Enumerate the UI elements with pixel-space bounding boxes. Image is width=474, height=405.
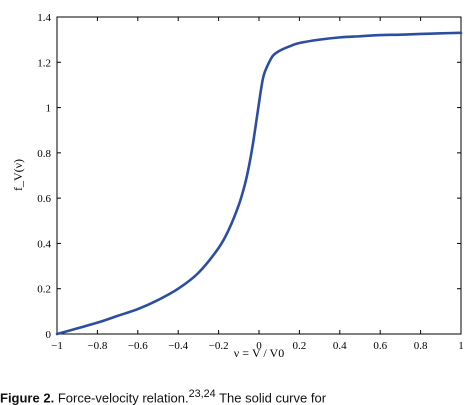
chart: −1 −0.8 −0.6 −0.4 −0.2 0 0.2 0.4 0.6 0.8 1 0 0.2 0.4… — [11, 12, 464, 360]
x-tick-label: −0.4 — [168, 340, 188, 352]
caption-ref: 23,24 — [188, 388, 216, 400]
y-tick-label: 1 — [46, 103, 52, 115]
y-tick-label: 1.2 — [37, 57, 51, 69]
x-tick-label: 0.2 — [293, 340, 307, 352]
y-tick-label: 0.2 — [37, 284, 51, 296]
x-tick-label: 0 — [256, 340, 262, 352]
x-tick-label: 0.4 — [333, 340, 347, 352]
x-tick-label: −0.8 — [87, 340, 107, 352]
caption-text: Force-velocity relation. — [57, 390, 189, 405]
x-tick-label: −1 — [51, 340, 63, 352]
figure-caption: Figure 2. Force-velocity relation.23,24 … — [0, 388, 474, 405]
x-axis-ticks: −1 −0.8 −0.6 −0.4 −0.2 0 0.2 0.4 0.6 0.8 1 — [51, 17, 464, 352]
data-line — [55, 31, 463, 336]
y-tick-label: 0.6 — [37, 193, 51, 205]
x-tick-label: 0.8 — [414, 340, 428, 352]
y-tick-label: 0 — [46, 329, 52, 341]
y-tick-label: 1.4 — [37, 12, 51, 24]
caption-label: Figure 2. — [0, 390, 55, 405]
x-tick-label: −0.6 — [128, 340, 148, 352]
x-tick-label: 0.6 — [373, 340, 387, 352]
x-axis-label: ν = V / V0 — [234, 346, 284, 360]
plot-area — [56, 16, 462, 335]
x-tick-label: 1 — [458, 340, 464, 352]
y-axis-label: f_V(ν) — [11, 159, 25, 191]
y-tick-label: 0.8 — [37, 148, 51, 160]
caption-rest: The solid curve for — [219, 390, 327, 405]
y-axis-ticks: 0 0.2 0.4 0.6 0.8 1 1.2 1.4 — [37, 12, 461, 341]
x-tick-label: −0.2 — [209, 340, 229, 352]
y-tick-label: 0.4 — [37, 238, 51, 250]
